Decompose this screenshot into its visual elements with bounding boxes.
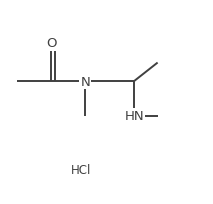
Text: HN: HN [124, 110, 144, 123]
Text: O: O [46, 36, 56, 49]
Text: N: N [80, 75, 90, 88]
Text: HCl: HCl [71, 163, 91, 176]
